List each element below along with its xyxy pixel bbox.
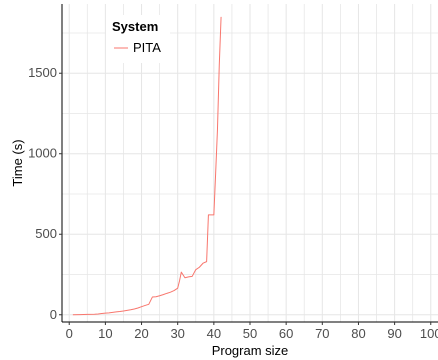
legend-box xyxy=(106,15,170,63)
x-tick-label: 10 xyxy=(98,326,112,341)
x-tick-label: 50 xyxy=(243,326,257,341)
y-tick-label: 1500 xyxy=(28,65,57,80)
tick-labels: 0102030405060708090100050010001500 xyxy=(28,65,438,341)
y-tick-label: 0 xyxy=(50,307,57,322)
legend-title: System xyxy=(112,19,158,34)
x-tick-label: 90 xyxy=(387,326,401,341)
legend: System PITA xyxy=(106,15,170,63)
x-tick-label: 100 xyxy=(420,326,438,341)
x-tick-label: 40 xyxy=(207,326,221,341)
x-tick-label: 20 xyxy=(134,326,148,341)
x-tick-label: 80 xyxy=(351,326,365,341)
y-tick-label: 500 xyxy=(35,226,57,241)
legend-label: PITA xyxy=(133,40,161,55)
axes xyxy=(59,4,438,325)
x-tick-label: 30 xyxy=(170,326,184,341)
x-axis-title: Program size xyxy=(212,343,289,358)
y-axis-title: Time (s) xyxy=(10,139,25,186)
x-tick-label: 60 xyxy=(279,326,293,341)
y-tick-label: 1000 xyxy=(28,146,57,161)
series-line-pita xyxy=(72,16,222,316)
x-tick-label: 0 xyxy=(66,326,73,341)
series-layer xyxy=(72,16,222,316)
x-tick-label: 70 xyxy=(315,326,329,341)
